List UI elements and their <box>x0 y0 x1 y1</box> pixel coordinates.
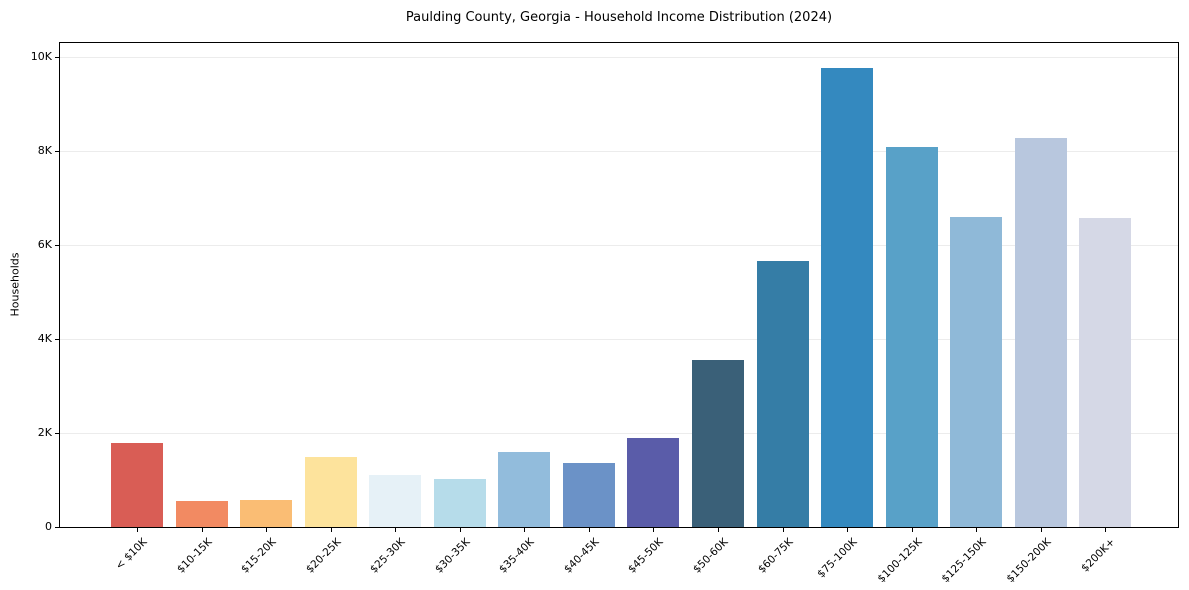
x-tick-label: $150-200K <box>1004 536 1054 586</box>
y-axis-tick-mark <box>55 339 59 341</box>
x-axis-tick-mark <box>266 528 268 532</box>
x-axis-tick-mark <box>847 528 849 532</box>
x-tick-label: $200K+ <box>1079 536 1118 575</box>
y-tick-label: 0 <box>45 520 52 533</box>
bar-$75-100K <box>821 67 874 527</box>
bar-$25-30K <box>369 474 422 527</box>
y-tick-label: 2K <box>37 426 52 440</box>
bar-$40-45K <box>562 462 615 527</box>
x-axis-tick-mark <box>653 528 655 532</box>
x-axis-tick-mark <box>782 528 784 532</box>
x-tick-label: $60-75K <box>755 536 795 576</box>
bar-$10-15K <box>175 500 228 527</box>
x-axis-tick-mark <box>137 528 138 532</box>
x-tick-label: < $10K <box>113 536 150 573</box>
bar-$125-150K <box>950 216 1003 527</box>
bar-$200K+ <box>1079 217 1132 527</box>
x-tick-label: $30-35K <box>432 536 473 576</box>
x-tick-label: $35-40K <box>497 536 537 576</box>
x-tick-label: $75-100K <box>815 536 860 581</box>
x-tick-label: $100-125K <box>874 536 925 586</box>
gridline <box>60 244 1178 246</box>
bar-$45-50K <box>627 438 680 527</box>
x-axis-tick-mark <box>1105 528 1107 532</box>
y-tick-label: 6K <box>37 238 52 252</box>
y-axis-tick-mark <box>55 433 59 435</box>
y-axis-label: Households <box>8 252 22 317</box>
chart-title: Paulding County, Georgia - Household Inc… <box>405 10 833 25</box>
x-axis-tick-mark <box>588 528 590 532</box>
bar-$150-200K <box>1014 137 1067 527</box>
x-axis-tick-mark <box>911 528 913 532</box>
y-tick-label: 10K <box>30 50 52 64</box>
x-axis-tick-mark <box>524 528 526 532</box>
x-axis-tick-mark <box>717 528 719 532</box>
gridline <box>60 56 1178 58</box>
x-axis-tick-mark <box>201 528 203 532</box>
x-tick-label: $50-60K <box>690 536 731 576</box>
y-tick-label: 4K <box>37 332 52 346</box>
x-tick-label: $45-50K <box>626 536 666 576</box>
gridline <box>60 338 1178 340</box>
bar-$100-125K <box>885 146 938 527</box>
x-tick-label: $125-150K <box>939 536 989 586</box>
x-axis-tick-mark <box>459 528 461 532</box>
y-tick-label: 8K <box>37 144 52 158</box>
bar-< $10K <box>111 442 163 527</box>
x-axis-tick-mark <box>1040 528 1042 532</box>
x-axis-tick-mark <box>976 528 978 532</box>
x-tick-label: $40-45K <box>561 536 602 576</box>
bar-$50-60K <box>691 360 744 527</box>
x-axis-tick-mark <box>330 528 332 532</box>
x-axis-tick-mark <box>395 528 397 532</box>
bar-$30-35K <box>433 479 486 527</box>
x-tick-label: $25-30K <box>368 536 408 576</box>
x-tick-label: $15-20K <box>238 536 279 576</box>
x-tick-label: $20-25K <box>303 536 344 576</box>
bar-$35-40K <box>498 451 551 527</box>
y-axis-tick-mark <box>55 245 59 247</box>
x-tick-label: $10-15K <box>174 536 215 576</box>
y-axis-tick-mark <box>55 527 59 528</box>
y-axis-tick-mark <box>55 57 59 59</box>
gridline <box>60 432 1178 434</box>
plot-area <box>59 42 1179 528</box>
bar-$20-25K <box>304 456 357 527</box>
bar-$15-20K <box>240 499 293 527</box>
bar-$60-75K <box>756 260 809 527</box>
y-axis-tick-mark <box>55 151 59 153</box>
gridline <box>60 150 1178 152</box>
